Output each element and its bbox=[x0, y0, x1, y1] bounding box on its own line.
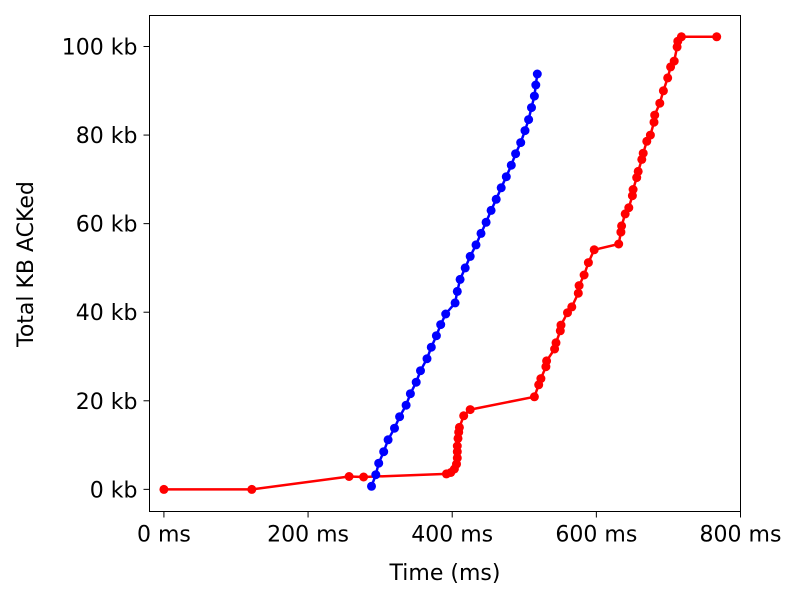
data-point bbox=[491, 194, 501, 204]
data-point bbox=[159, 484, 169, 494]
data-point bbox=[359, 472, 369, 482]
data-point bbox=[556, 320, 566, 330]
data-point bbox=[459, 411, 469, 421]
data-point bbox=[344, 472, 354, 481]
data-point bbox=[450, 298, 460, 308]
y-tick-label: 0 kb bbox=[90, 478, 138, 503]
y-tick-label: 100 kb bbox=[62, 36, 138, 61]
data-point bbox=[658, 86, 668, 96]
data-point bbox=[663, 73, 673, 83]
data-point bbox=[529, 392, 539, 402]
x-tick-label: 600 ms bbox=[555, 523, 637, 548]
data-point bbox=[516, 138, 526, 148]
data-point bbox=[638, 148, 648, 158]
series-1 bbox=[159, 32, 722, 494]
data-point bbox=[426, 342, 436, 352]
data-point bbox=[529, 91, 539, 101]
data-point bbox=[574, 281, 584, 291]
data-point bbox=[431, 331, 441, 341]
data-point bbox=[405, 389, 415, 399]
series-2 bbox=[367, 69, 542, 491]
data-point bbox=[650, 110, 660, 120]
data-point bbox=[465, 405, 475, 415]
data-point bbox=[712, 32, 722, 42]
data-point bbox=[655, 98, 665, 108]
data-point bbox=[567, 302, 577, 312]
data-point bbox=[411, 377, 421, 387]
x-axis-label: Time (ms) bbox=[389, 561, 501, 586]
data-point bbox=[374, 458, 384, 468]
data-point bbox=[422, 354, 432, 364]
data-point bbox=[379, 447, 389, 457]
data-point bbox=[583, 258, 593, 268]
data-point bbox=[579, 270, 589, 280]
data-point bbox=[532, 69, 542, 79]
data-point bbox=[452, 441, 462, 451]
data-point bbox=[247, 484, 257, 494]
y-tick-label: 80 kb bbox=[76, 124, 138, 149]
data-point bbox=[524, 115, 534, 125]
data-point bbox=[536, 374, 546, 384]
x-tick-label: 400 ms bbox=[411, 523, 493, 548]
x-tick-label: 800 ms bbox=[700, 523, 782, 548]
y-tick-label: 60 kb bbox=[76, 213, 138, 238]
data-point bbox=[617, 221, 627, 231]
data-point bbox=[520, 126, 530, 136]
y-axis: 0 kb 20 kb 40 kb 60 kb 80 kb 100 kb bbox=[62, 36, 150, 503]
data-point bbox=[531, 80, 541, 90]
series-line bbox=[163, 35, 717, 491]
data-point bbox=[471, 240, 481, 250]
x-tick-label: 200 ms bbox=[267, 523, 349, 548]
data-point bbox=[452, 286, 462, 296]
data-point bbox=[416, 366, 425, 376]
data-point bbox=[481, 217, 491, 227]
y-tick-label: 20 kb bbox=[76, 390, 138, 415]
data-point bbox=[506, 160, 516, 170]
data-point bbox=[551, 338, 561, 348]
plot-frame bbox=[149, 15, 741, 512]
data-point bbox=[501, 172, 511, 182]
data-point bbox=[573, 288, 583, 298]
data-point bbox=[676, 32, 686, 42]
data-point bbox=[367, 481, 376, 491]
data-point bbox=[589, 245, 599, 255]
x-axis: 0 ms 200 ms 400 ms 600 ms 800 ms bbox=[137, 511, 782, 548]
data-point bbox=[486, 205, 496, 215]
data-point bbox=[455, 274, 465, 284]
data-point bbox=[454, 422, 464, 432]
data-point bbox=[669, 56, 679, 66]
data-point bbox=[395, 412, 405, 422]
data-point bbox=[441, 309, 451, 319]
x-tick-label: 0 ms bbox=[137, 523, 191, 548]
y-tick-label: 40 kb bbox=[76, 301, 138, 326]
data-point bbox=[527, 103, 536, 113]
data-point bbox=[401, 400, 411, 410]
data-point bbox=[628, 185, 638, 194]
data-point bbox=[542, 356, 552, 366]
data-point bbox=[436, 320, 446, 330]
data-point bbox=[645, 130, 655, 140]
data-point bbox=[614, 239, 624, 249]
data-point bbox=[511, 149, 521, 159]
data-point bbox=[460, 263, 470, 273]
data-point bbox=[452, 453, 462, 463]
y-axis-label: Total KB ACKed bbox=[14, 181, 39, 348]
data-point bbox=[476, 228, 486, 238]
data-point bbox=[633, 166, 643, 176]
data-point bbox=[383, 435, 393, 445]
data-point bbox=[496, 183, 506, 193]
data-point bbox=[390, 423, 399, 433]
data-point bbox=[371, 470, 381, 480]
series-layer bbox=[159, 32, 722, 494]
data-point bbox=[465, 251, 475, 261]
data-point bbox=[624, 203, 634, 213]
data-point bbox=[649, 117, 659, 127]
